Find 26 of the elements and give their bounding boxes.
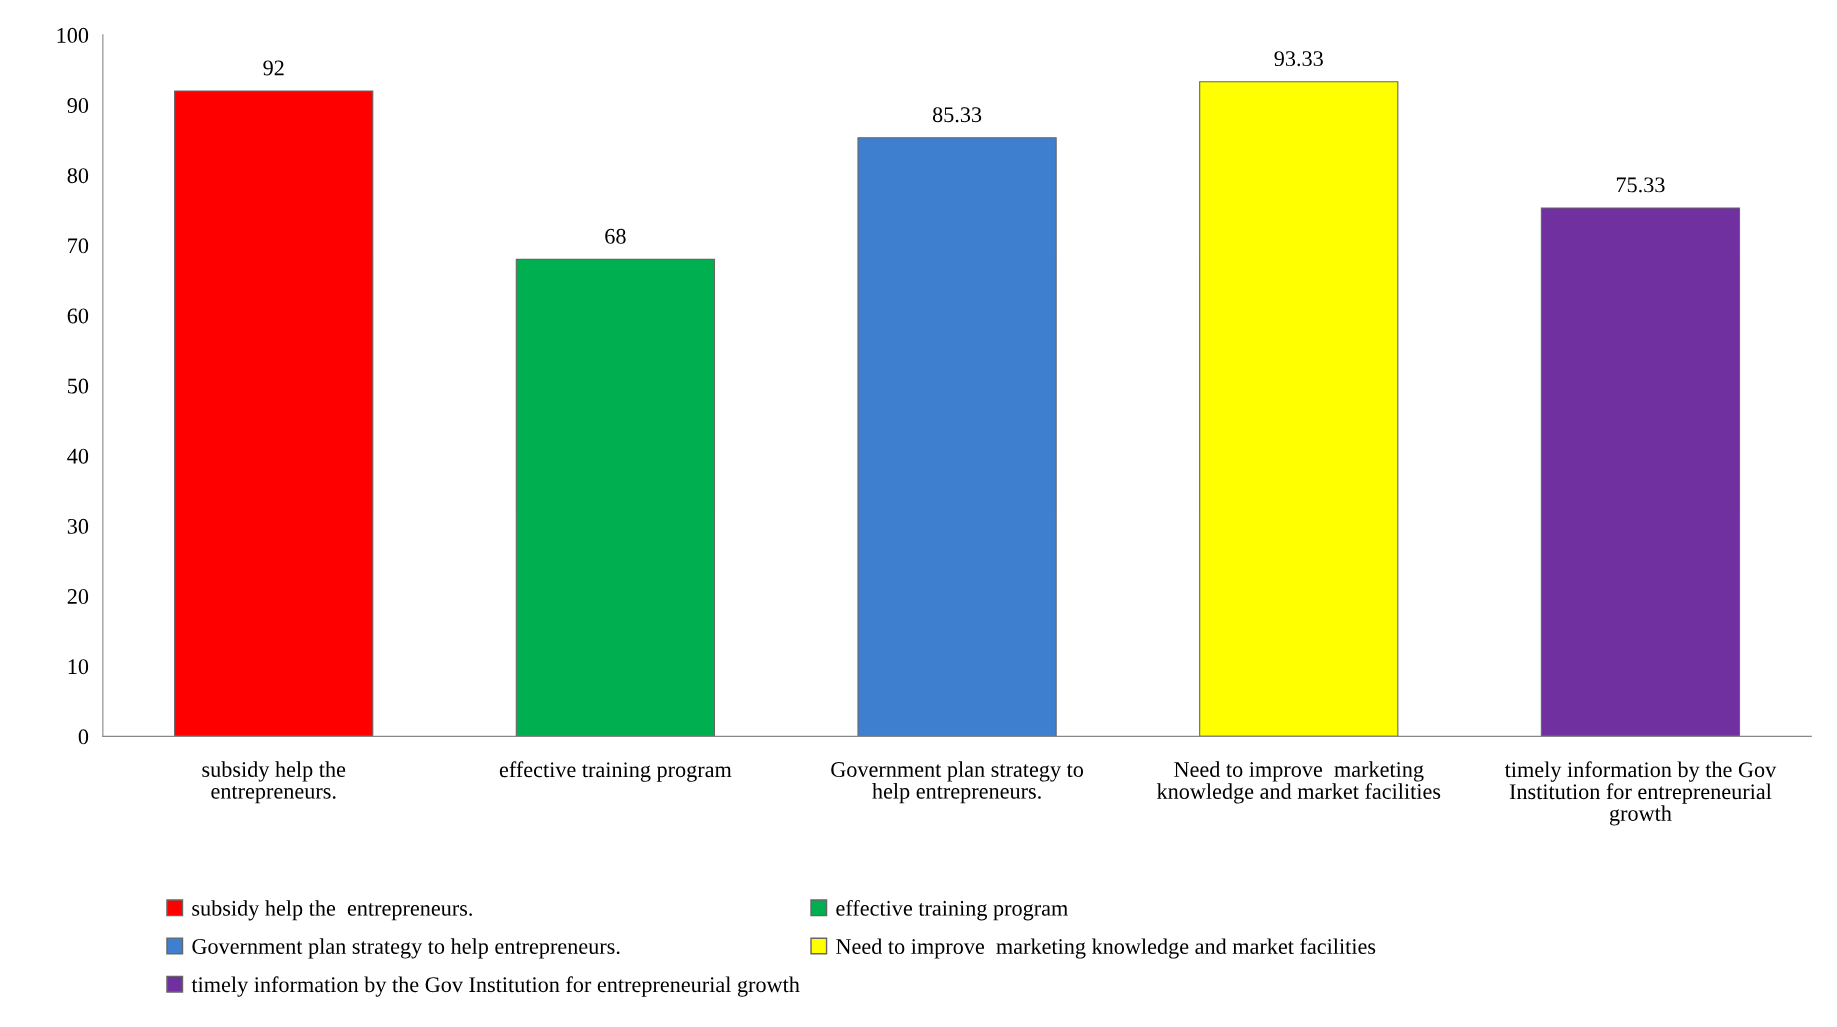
y-tick-label: 80 [67, 168, 89, 184]
legend-label: timely information by the Gov Institution for entrepreneurial growth [191, 976, 800, 997]
y-tick-label: 60 [67, 308, 89, 324]
x-tick-label: Need to improve marketing knowledge and market facilities [1156, 761, 1441, 804]
legend-label: effective training program [836, 899, 1068, 921]
y-tick-label: 20 [67, 589, 89, 604]
x-tick-label: subsidy help the entrepreneurs. [202, 761, 346, 804]
y-tick-label: 30 [67, 518, 89, 534]
data-label: 68 [605, 228, 626, 244]
legend-label: Need to improve marketing knowledge and market facilities [836, 938, 1376, 959]
y-tick-label: 90 [67, 97, 89, 113]
y-tick-label: 100 [57, 27, 89, 43]
y-tick-label: 50 [68, 378, 89, 394]
legend-label: subsidy help the entrepreneurs. [192, 900, 472, 921]
data-label: 85.33 [932, 107, 982, 123]
y-tick-label: 70 [68, 238, 89, 254]
x-tick-label: timely information by the Gov Institution for entrepreneurial growth [1504, 761, 1777, 826]
data-label: 93.33 [1274, 51, 1323, 67]
x-tick-label: Government plan strategy to help entrepreneurs. [831, 761, 1084, 804]
y-tick-label: 10 [68, 659, 89, 675]
x-tick-label: effective training program [499, 761, 732, 782]
data-label: 75.33 [1616, 177, 1665, 193]
y-tick-label: 40 [67, 448, 89, 464]
data-label: 92 [263, 60, 284, 76]
legend-label: Government plan strategy to help entrepreneurs. [192, 938, 620, 959]
y-tick-label: 0 [78, 729, 89, 745]
